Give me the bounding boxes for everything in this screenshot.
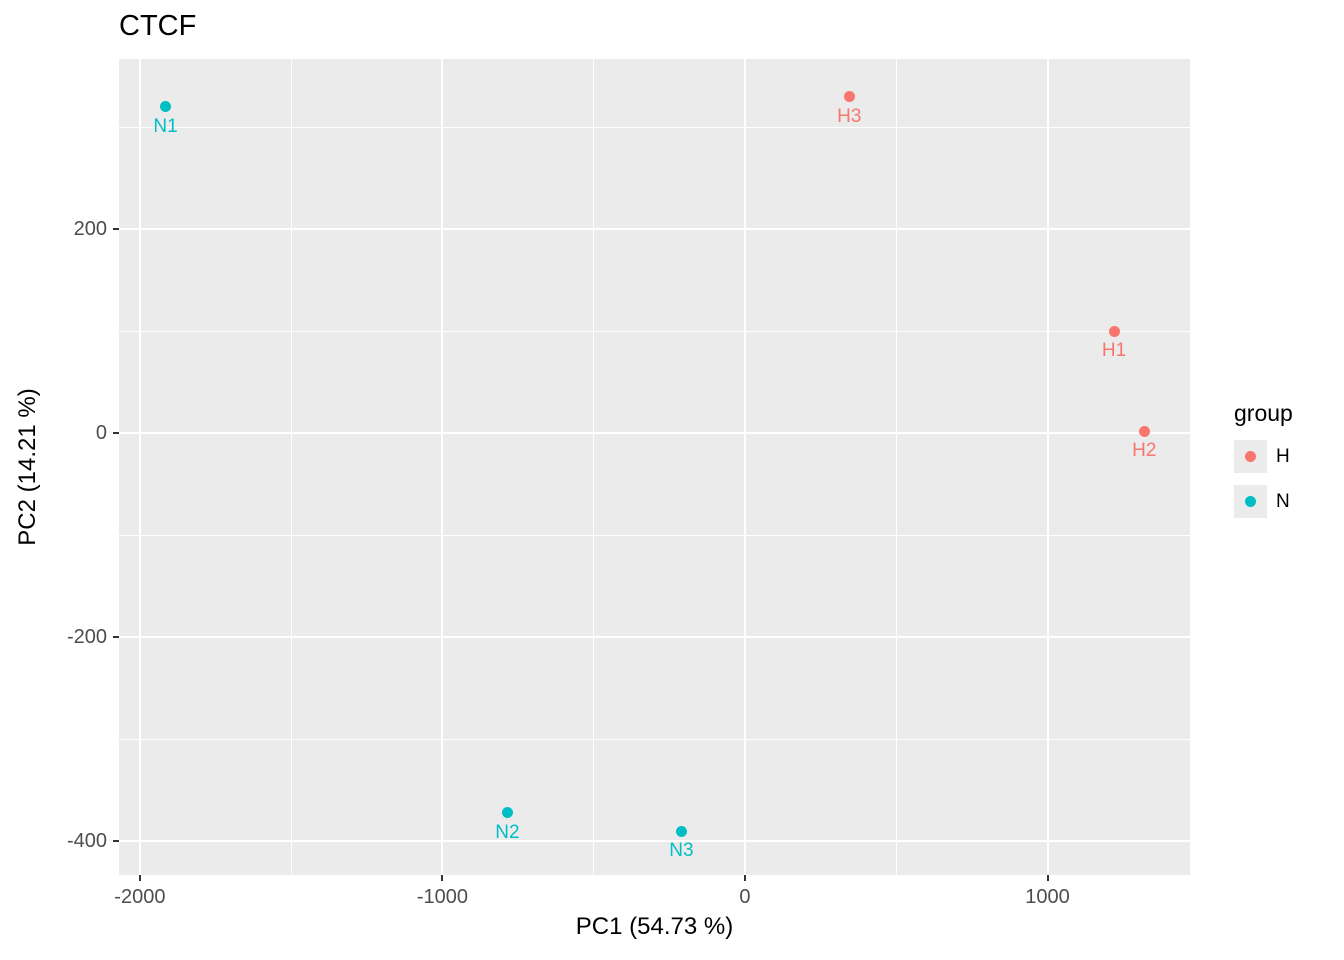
x-axis-tick-mark [441,875,444,881]
gridline-x-minor [290,59,292,875]
x-axis-tick-label: 1000 [1025,886,1070,908]
x-axis-tick-label: 0 [739,886,751,908]
gridline-y-major [119,228,1190,231]
y-axis-tick-label: -400 [66,830,107,853]
y-axis-title: PC2 (14.21 %) [14,388,41,546]
data-point-N3 [675,825,687,837]
legend-entry-label-H: H [1276,445,1290,467]
plot-panel: N1 H3 H1 H2 N2 N3 [119,59,1190,875]
x-axis-tick-label: -1000 [416,886,468,908]
point-label-N2: N2 [495,821,520,843]
gridline-y-minor [119,126,1190,128]
legend-entry-label-N: N [1276,490,1290,512]
gridline-y-minor [119,534,1190,536]
data-point-N2 [501,807,513,819]
gridline-y-minor [119,330,1190,332]
gridline-x-major [441,59,444,875]
gridline-y-major [119,636,1190,639]
legend-dot-H [1245,451,1256,462]
gridline-x-major [138,59,141,875]
gridline-y-minor [119,738,1190,740]
gridline-y-major [119,840,1190,843]
legend-entry-N: N [1234,485,1293,518]
x-axis-tick-mark [138,875,141,881]
data-point-N1 [160,101,172,113]
y-axis-tick-mark [113,432,119,435]
y-axis-tick-mark [113,636,119,639]
point-label-H1: H1 [1101,340,1127,362]
y-axis-tick-label: -200 [66,626,107,649]
gridline-x-minor [895,59,897,875]
data-point-H2 [1138,425,1150,437]
point-label-N1: N1 [153,115,178,137]
x-axis-tick-mark [1046,875,1049,881]
legend-entry-H: H [1234,440,1293,473]
legend-title: group [1234,400,1293,426]
x-axis-tick-label: -2000 [114,886,166,908]
gridline-x-major [743,59,746,875]
gridline-x-minor [593,59,595,875]
data-point-H1 [1108,325,1120,337]
legend-key-H [1234,440,1267,473]
gridline-y-major [119,432,1190,435]
y-axis-tick-label: 200 [73,218,107,241]
point-label-N3: N3 [669,840,694,862]
plot-title: CTCF [119,10,197,42]
gridline-x-major [1046,59,1049,875]
data-point-H3 [843,91,855,103]
x-axis-tick-mark [743,875,746,881]
point-label-H2: H2 [1132,440,1157,462]
y-axis-tick-mark [113,228,119,231]
point-label-H3: H3 [837,105,862,127]
legend-key-N [1234,485,1267,518]
y-axis-tick-label: 0 [95,422,107,445]
y-axis-tick-mark [113,840,119,843]
x-axis-title: PC1 (54.73 %) [575,913,734,940]
legend-dot-N [1245,496,1256,507]
